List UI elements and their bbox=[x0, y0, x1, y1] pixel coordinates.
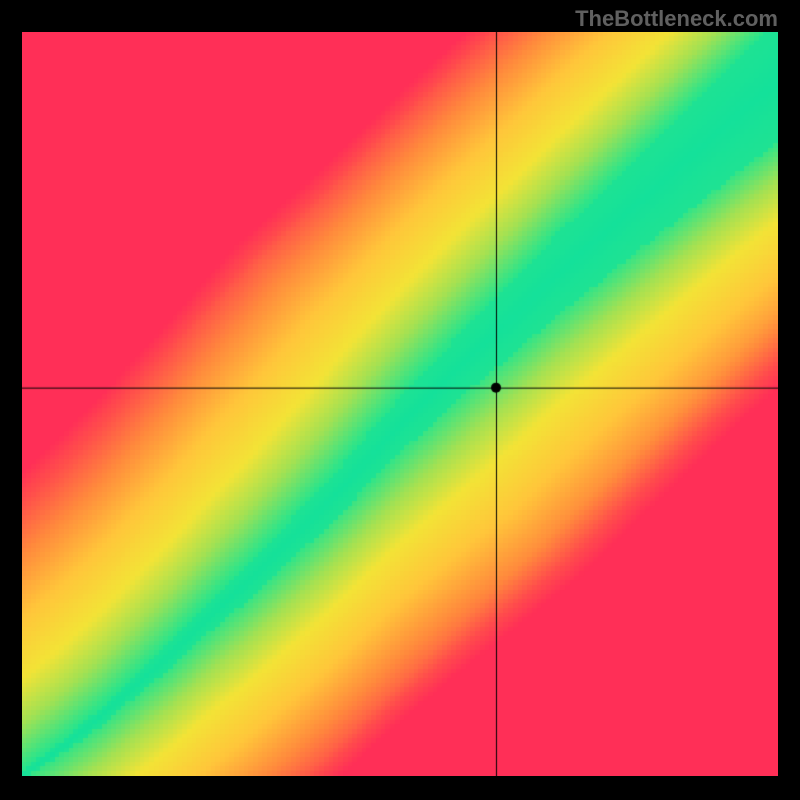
watermark: TheBottleneck.com bbox=[575, 6, 778, 32]
plot-container bbox=[22, 32, 778, 776]
bottleneck-heatmap bbox=[22, 32, 778, 776]
